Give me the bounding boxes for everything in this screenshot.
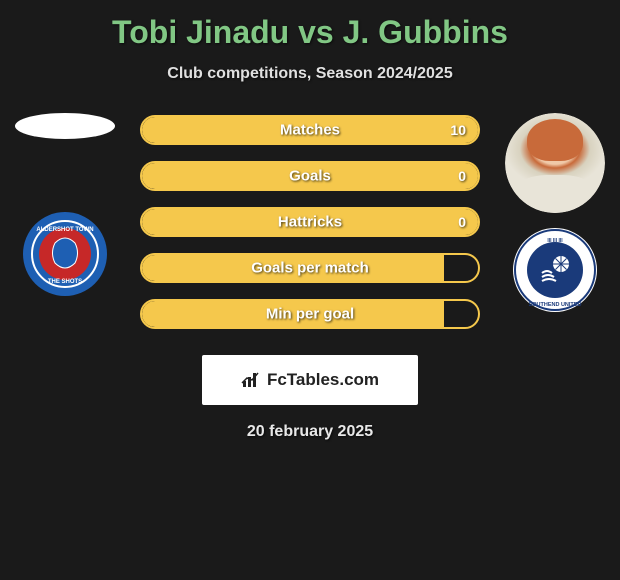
stat-label: Goals per match — [251, 260, 369, 277]
branding-badge[interactable]: FcTables.com — [202, 355, 418, 405]
svg-text:III III III: III III III — [547, 238, 563, 244]
player-photo-icon — [505, 113, 605, 213]
stat-row-goals: Goals 0 — [140, 161, 480, 191]
stats-area: ALDERSHOT TOWN THE SHOTS Matches 10 Goal… — [0, 113, 620, 329]
stat-label: Matches — [280, 122, 340, 139]
player-right-crest: III III III SOUTHEND UNITED — [512, 227, 598, 313]
subtitle: Club competitions, Season 2024/2025 — [0, 65, 620, 83]
stat-row-min-per-goal: Min per goal — [140, 299, 480, 329]
stat-label: Min per goal — [266, 306, 354, 323]
player-left-avatar — [15, 113, 115, 139]
southend-crest-icon: III III III SOUTHEND UNITED — [512, 227, 598, 313]
player-left-crest: ALDERSHOT TOWN THE SHOTS — [22, 211, 108, 297]
stat-label: Goals — [289, 168, 331, 185]
player-right-column: III III III SOUTHEND UNITED — [500, 113, 610, 313]
bar-chart-icon — [241, 371, 261, 389]
stat-row-goals-per-match: Goals per match — [140, 253, 480, 283]
stat-value: 0 — [458, 214, 466, 230]
stat-value: 0 — [458, 168, 466, 184]
player-right-avatar — [505, 113, 605, 213]
svg-text:ALDERSHOT TOWN: ALDERSHOT TOWN — [36, 227, 93, 233]
stat-row-hattricks: Hattricks 0 — [140, 207, 480, 237]
date-text: 20 february 2025 — [0, 423, 620, 441]
branding-text: FcTables.com — [267, 370, 379, 390]
aldershot-crest-icon: ALDERSHOT TOWN THE SHOTS — [22, 211, 108, 297]
stat-bars: Matches 10 Goals 0 Hattricks 0 Goals per… — [140, 113, 480, 329]
comparison-card: Tobi Jinadu vs J. Gubbins Club competiti… — [0, 0, 620, 451]
svg-text:SOUTHEND UNITED: SOUTHEND UNITED — [529, 302, 582, 308]
svg-text:THE SHOTS: THE SHOTS — [48, 279, 82, 285]
page-title: Tobi Jinadu vs J. Gubbins — [0, 14, 620, 51]
stat-value: 10 — [450, 122, 466, 138]
stat-label: Hattricks — [278, 214, 342, 231]
player-left-column: ALDERSHOT TOWN THE SHOTS — [10, 113, 120, 297]
stat-row-matches: Matches 10 — [140, 115, 480, 145]
